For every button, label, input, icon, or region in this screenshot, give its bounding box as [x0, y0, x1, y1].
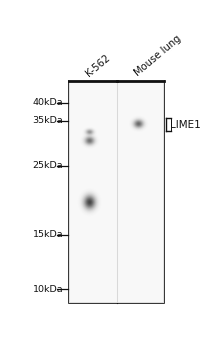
Text: 35kDa: 35kDa [32, 116, 63, 125]
Text: 10kDa: 10kDa [32, 285, 63, 294]
Text: K-562: K-562 [83, 52, 111, 78]
Bar [69, 81, 163, 303]
Text: LIME1: LIME1 [169, 120, 200, 130]
Text: 40kDa: 40kDa [32, 98, 63, 107]
Text: 25kDa: 25kDa [32, 161, 63, 170]
Text: 15kDa: 15kDa [32, 230, 63, 239]
Text: Mouse lung: Mouse lung [132, 34, 182, 78]
